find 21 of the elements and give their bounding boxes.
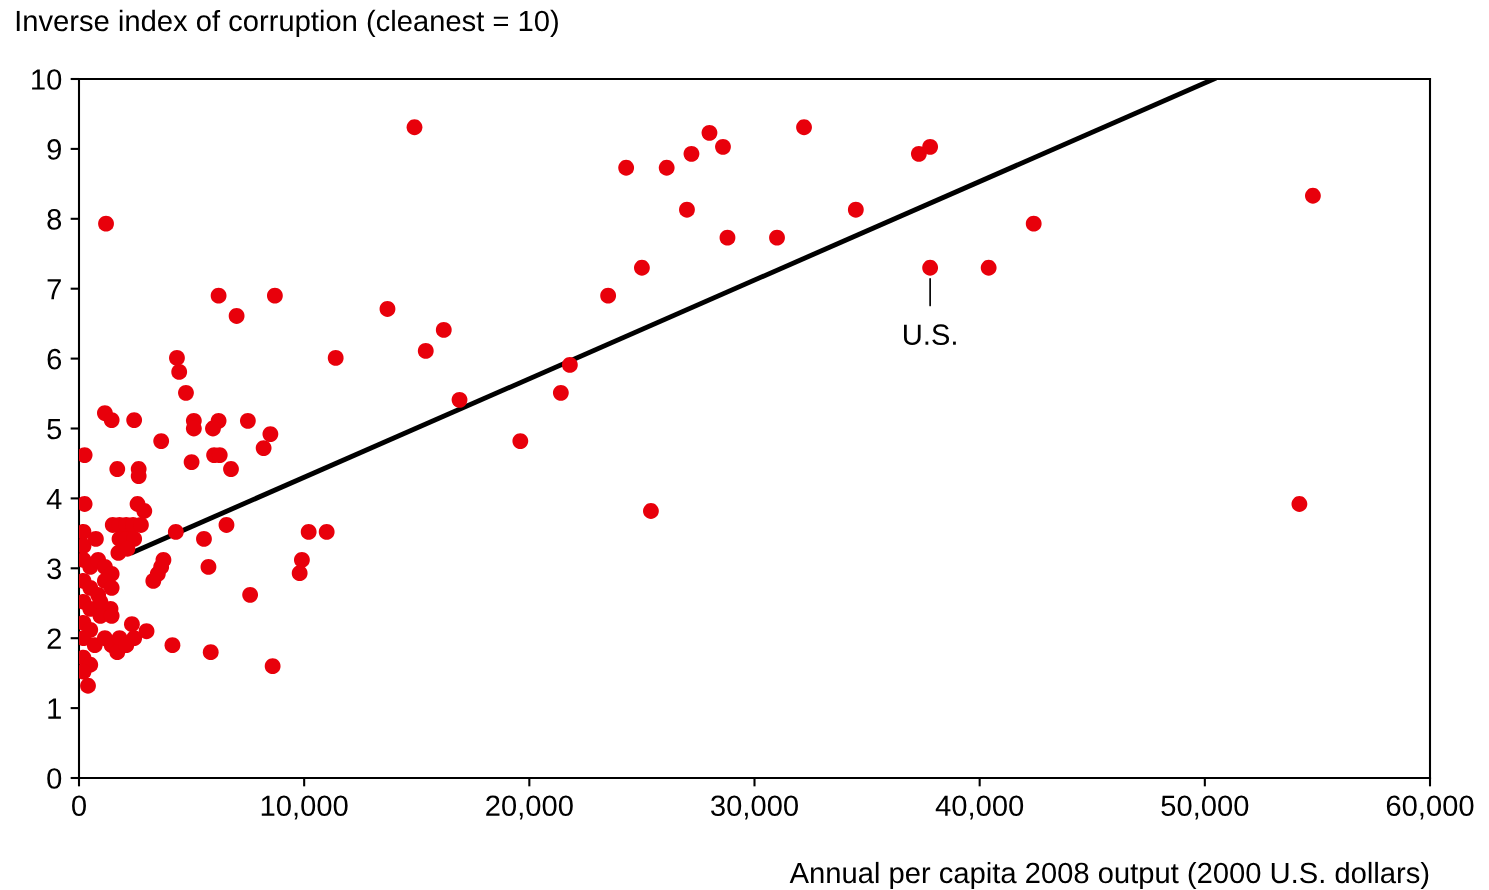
y-tick-label: 9 <box>47 139 61 160</box>
x-tick-label: 30,000 <box>711 795 798 820</box>
y-tick-label: 4 <box>46 488 62 509</box>
x-axis-title: Annual per capita 2008 output (2000 U.S. dollars) <box>789 861 1429 890</box>
y-tick-label: 6 <box>47 348 62 370</box>
x-tick-label: 20,000 <box>486 795 573 820</box>
x-tick-label: 50,000 <box>1161 795 1249 820</box>
y-tick-label: 8 <box>47 209 62 230</box>
y-tick-label: 2 <box>47 628 61 649</box>
y-axis-title: Inverse index of corruption (cleanest = 10) <box>16 9 558 38</box>
y-tick-label: 0 <box>47 768 62 789</box>
y-tick-label: 7 <box>47 279 61 300</box>
x-tick-label: 40,000 <box>935 795 1024 820</box>
x-tick-label: 0 <box>72 795 86 817</box>
y-tick-label: 1 <box>48 698 61 719</box>
x-tick-label: 60,000 <box>1386 795 1474 820</box>
x-tick-label: 10,000 <box>261 795 348 820</box>
y-tick-label: 10 <box>32 69 62 90</box>
y-tick-label: 5 <box>47 419 62 440</box>
y-tick-label: 3 <box>47 558 62 580</box>
annotation: U.S. <box>904 324 956 345</box>
